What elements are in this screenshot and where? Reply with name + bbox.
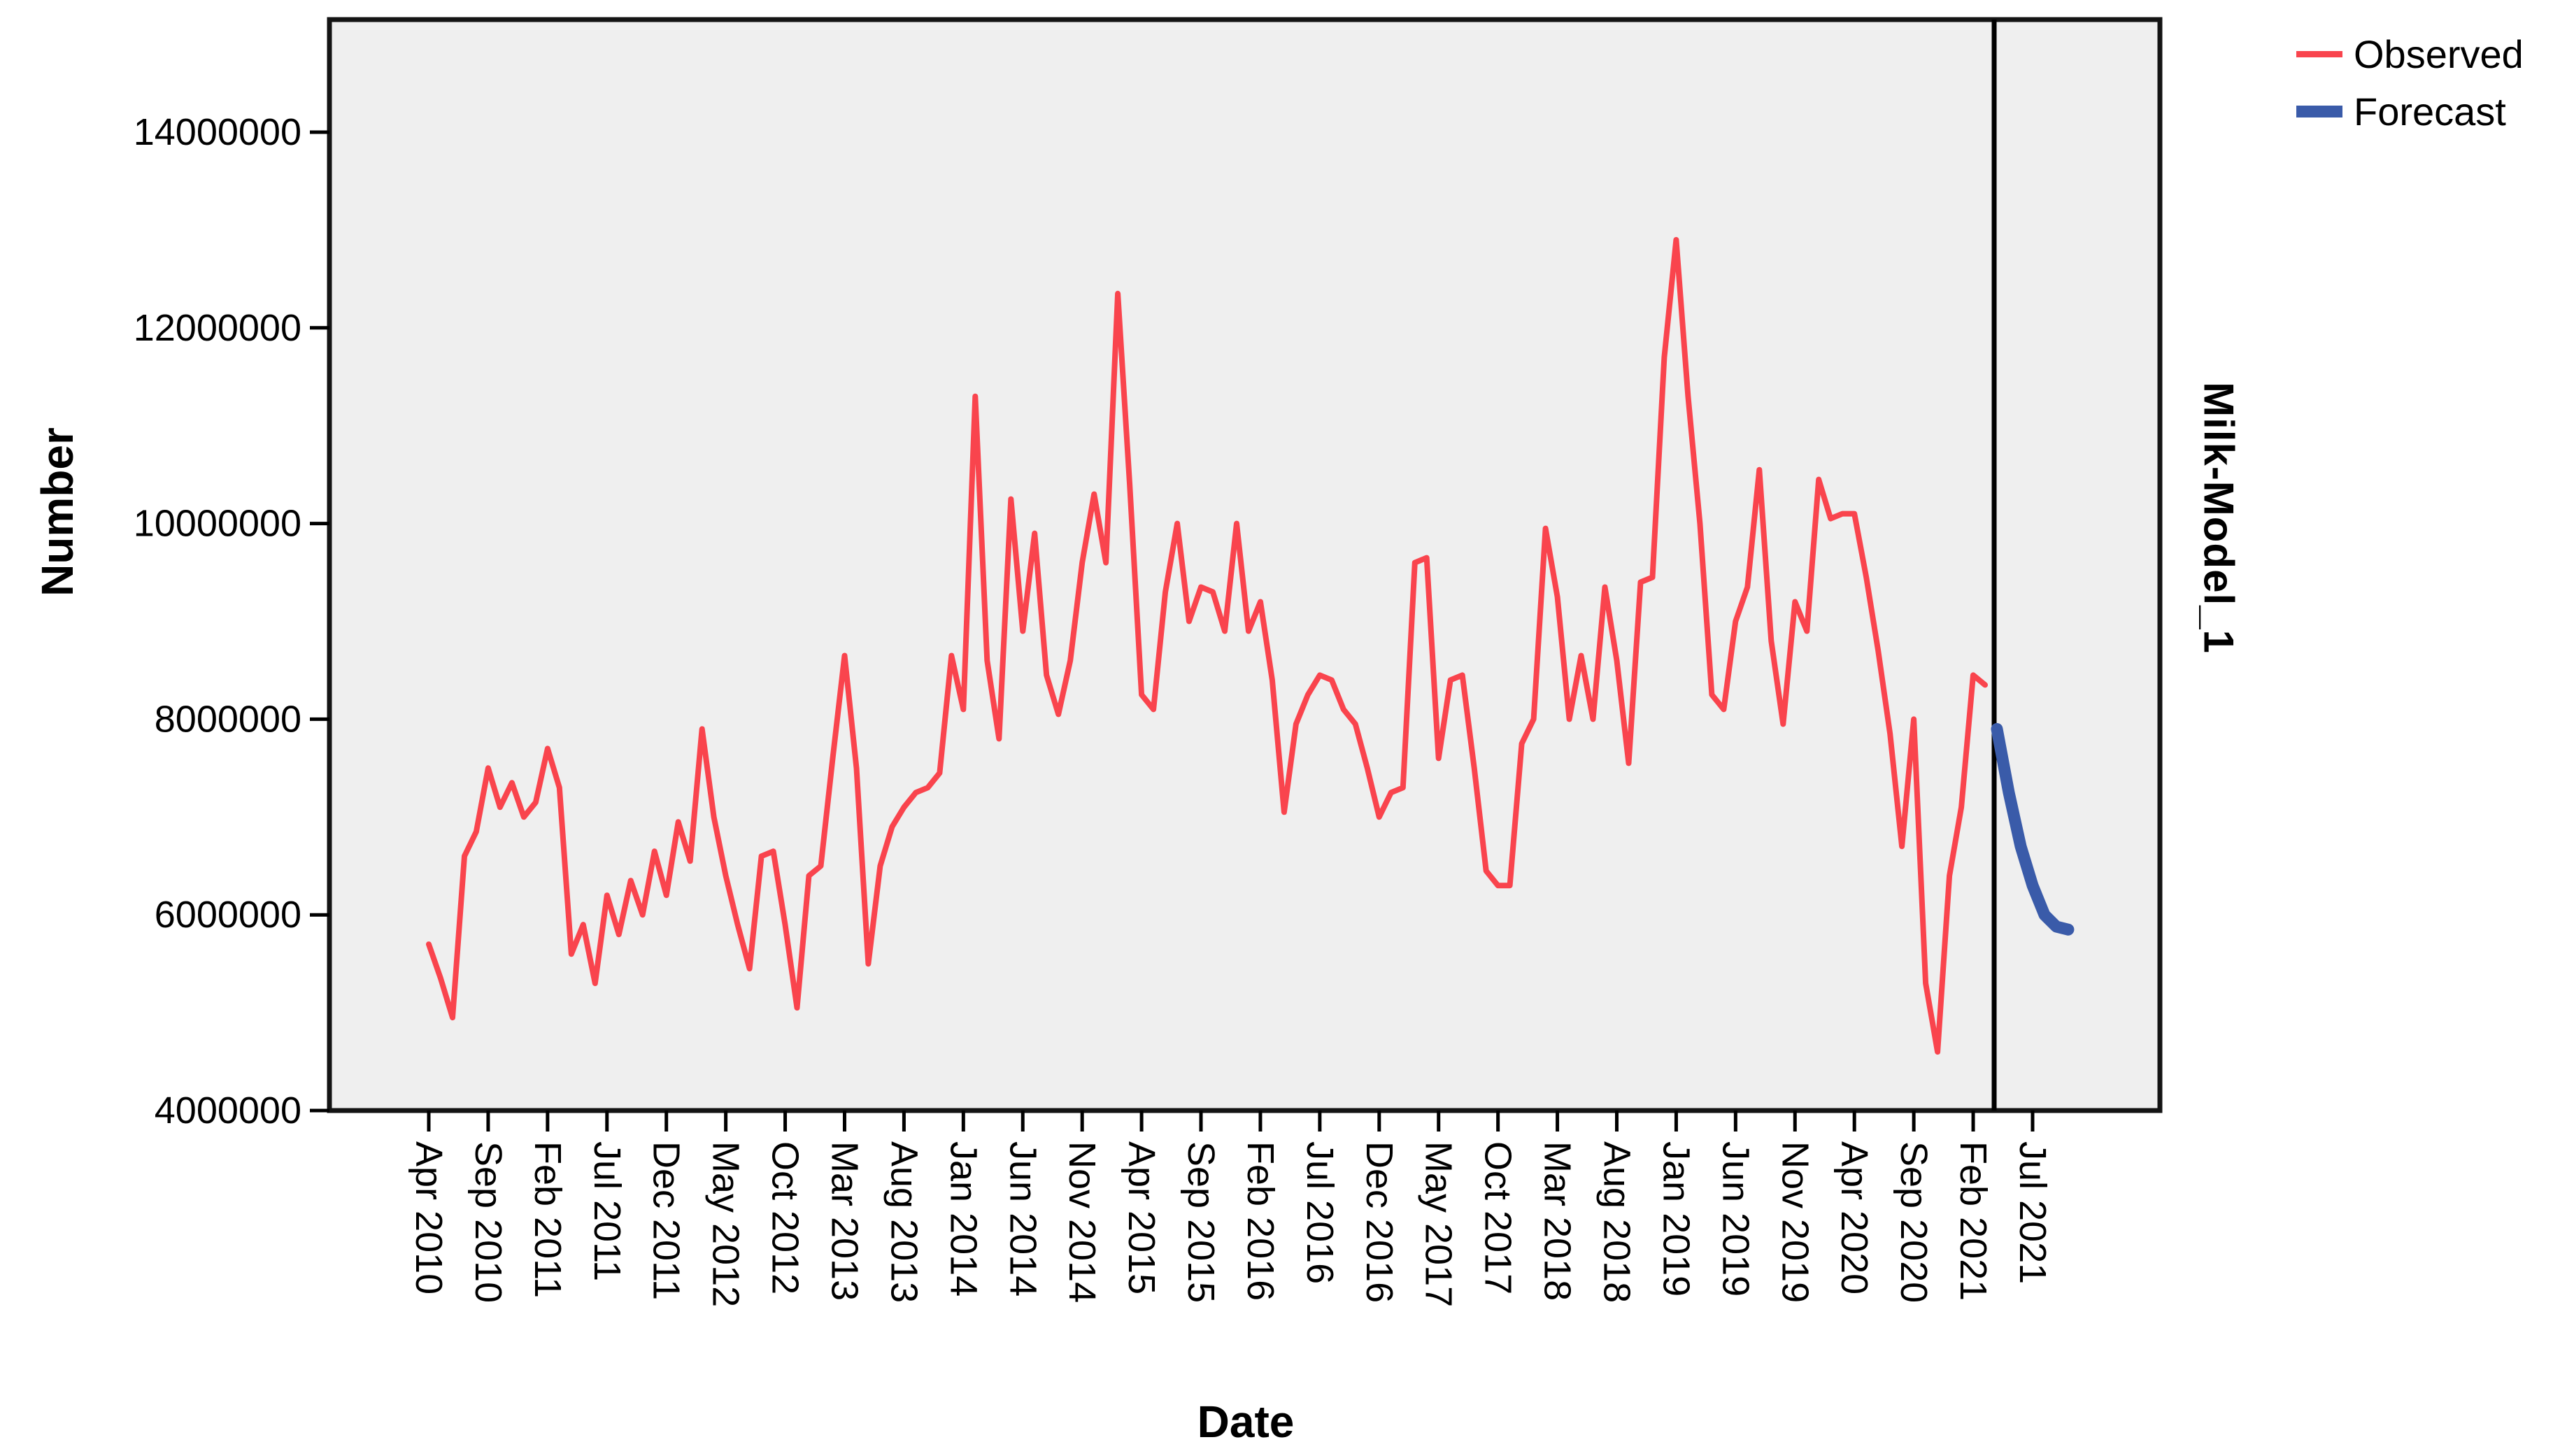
legend-item-forecast: Forecast (2296, 83, 2524, 140)
y-tick-label: 12000000 (134, 307, 301, 349)
forecast-series-line (1991, 722, 2075, 936)
x-tick-label: Sep 2010 (467, 1141, 509, 1303)
x-tick-label: Nov 2019 (1774, 1141, 1816, 1303)
x-tick-label: Jul 2011 (586, 1141, 628, 1281)
observed-series-line (426, 236, 1988, 1055)
y-tick-label: 10000000 (134, 503, 301, 545)
x-tick-label: Dec 2011 (646, 1141, 688, 1300)
x-tick-label: Aug 2018 (1596, 1141, 1638, 1303)
legend-item-observed: Observed (2296, 25, 2524, 83)
x-tick-label: Apr 2020 (1833, 1141, 1875, 1294)
x-tick-label: Nov 2014 (1061, 1141, 1103, 1303)
x-tick-label: Jun 2014 (1002, 1141, 1044, 1297)
x-axis-title: Date (1197, 1397, 1295, 1447)
y-axis-title: Number (32, 427, 83, 597)
forecast-line-swatch (2296, 105, 2342, 117)
x-tick-label: Sep 2020 (1893, 1141, 1935, 1303)
x-tick-label: Feb 2021 (1952, 1141, 1994, 1301)
x-tick-label: Apr 2010 (408, 1141, 450, 1294)
y-tick-label: 6000000 (155, 894, 301, 936)
y-tick-label: 4000000 (155, 1090, 301, 1132)
legend-observed-label: Observed (2354, 31, 2524, 76)
observed-line-swatch (2296, 50, 2342, 57)
x-tick-label: May 2017 (1418, 1141, 1460, 1307)
x-tick-label: Mar 2018 (1537, 1141, 1579, 1301)
legend: Observed Forecast (2296, 25, 2524, 140)
x-tick-label: Jul 2021 (2012, 1141, 2054, 1284)
legend-forecast-label: Forecast (2354, 89, 2506, 134)
model-label: Milk-Model_1 (2195, 382, 2242, 654)
x-tick-label: May 2012 (705, 1141, 747, 1307)
x-tick-label: Oct 2012 (765, 1141, 806, 1294)
x-tick-label: Jun 2019 (1714, 1141, 1756, 1297)
x-tick-label: Jan 2019 (1655, 1141, 1697, 1297)
x-tick-label: Aug 2013 (883, 1141, 925, 1303)
x-tick-label: Jul 2016 (1299, 1141, 1341, 1284)
x-tick-label: Feb 2016 (1239, 1141, 1281, 1301)
x-tick-label: Oct 2017 (1477, 1141, 1519, 1294)
x-tick-label: Dec 2016 (1358, 1141, 1400, 1303)
plot-area (327, 17, 2163, 1113)
x-tick-label: Apr 2015 (1121, 1141, 1162, 1294)
x-tick-label: Feb 2011 (527, 1141, 569, 1298)
x-tick-label: Sep 2015 (1180, 1141, 1222, 1303)
x-tick-label: Mar 2013 (823, 1141, 865, 1301)
x-tick-label: Jan 2014 (942, 1141, 984, 1297)
y-tick-label: 8000000 (155, 698, 301, 740)
y-tick-label: 14000000 (134, 111, 301, 153)
